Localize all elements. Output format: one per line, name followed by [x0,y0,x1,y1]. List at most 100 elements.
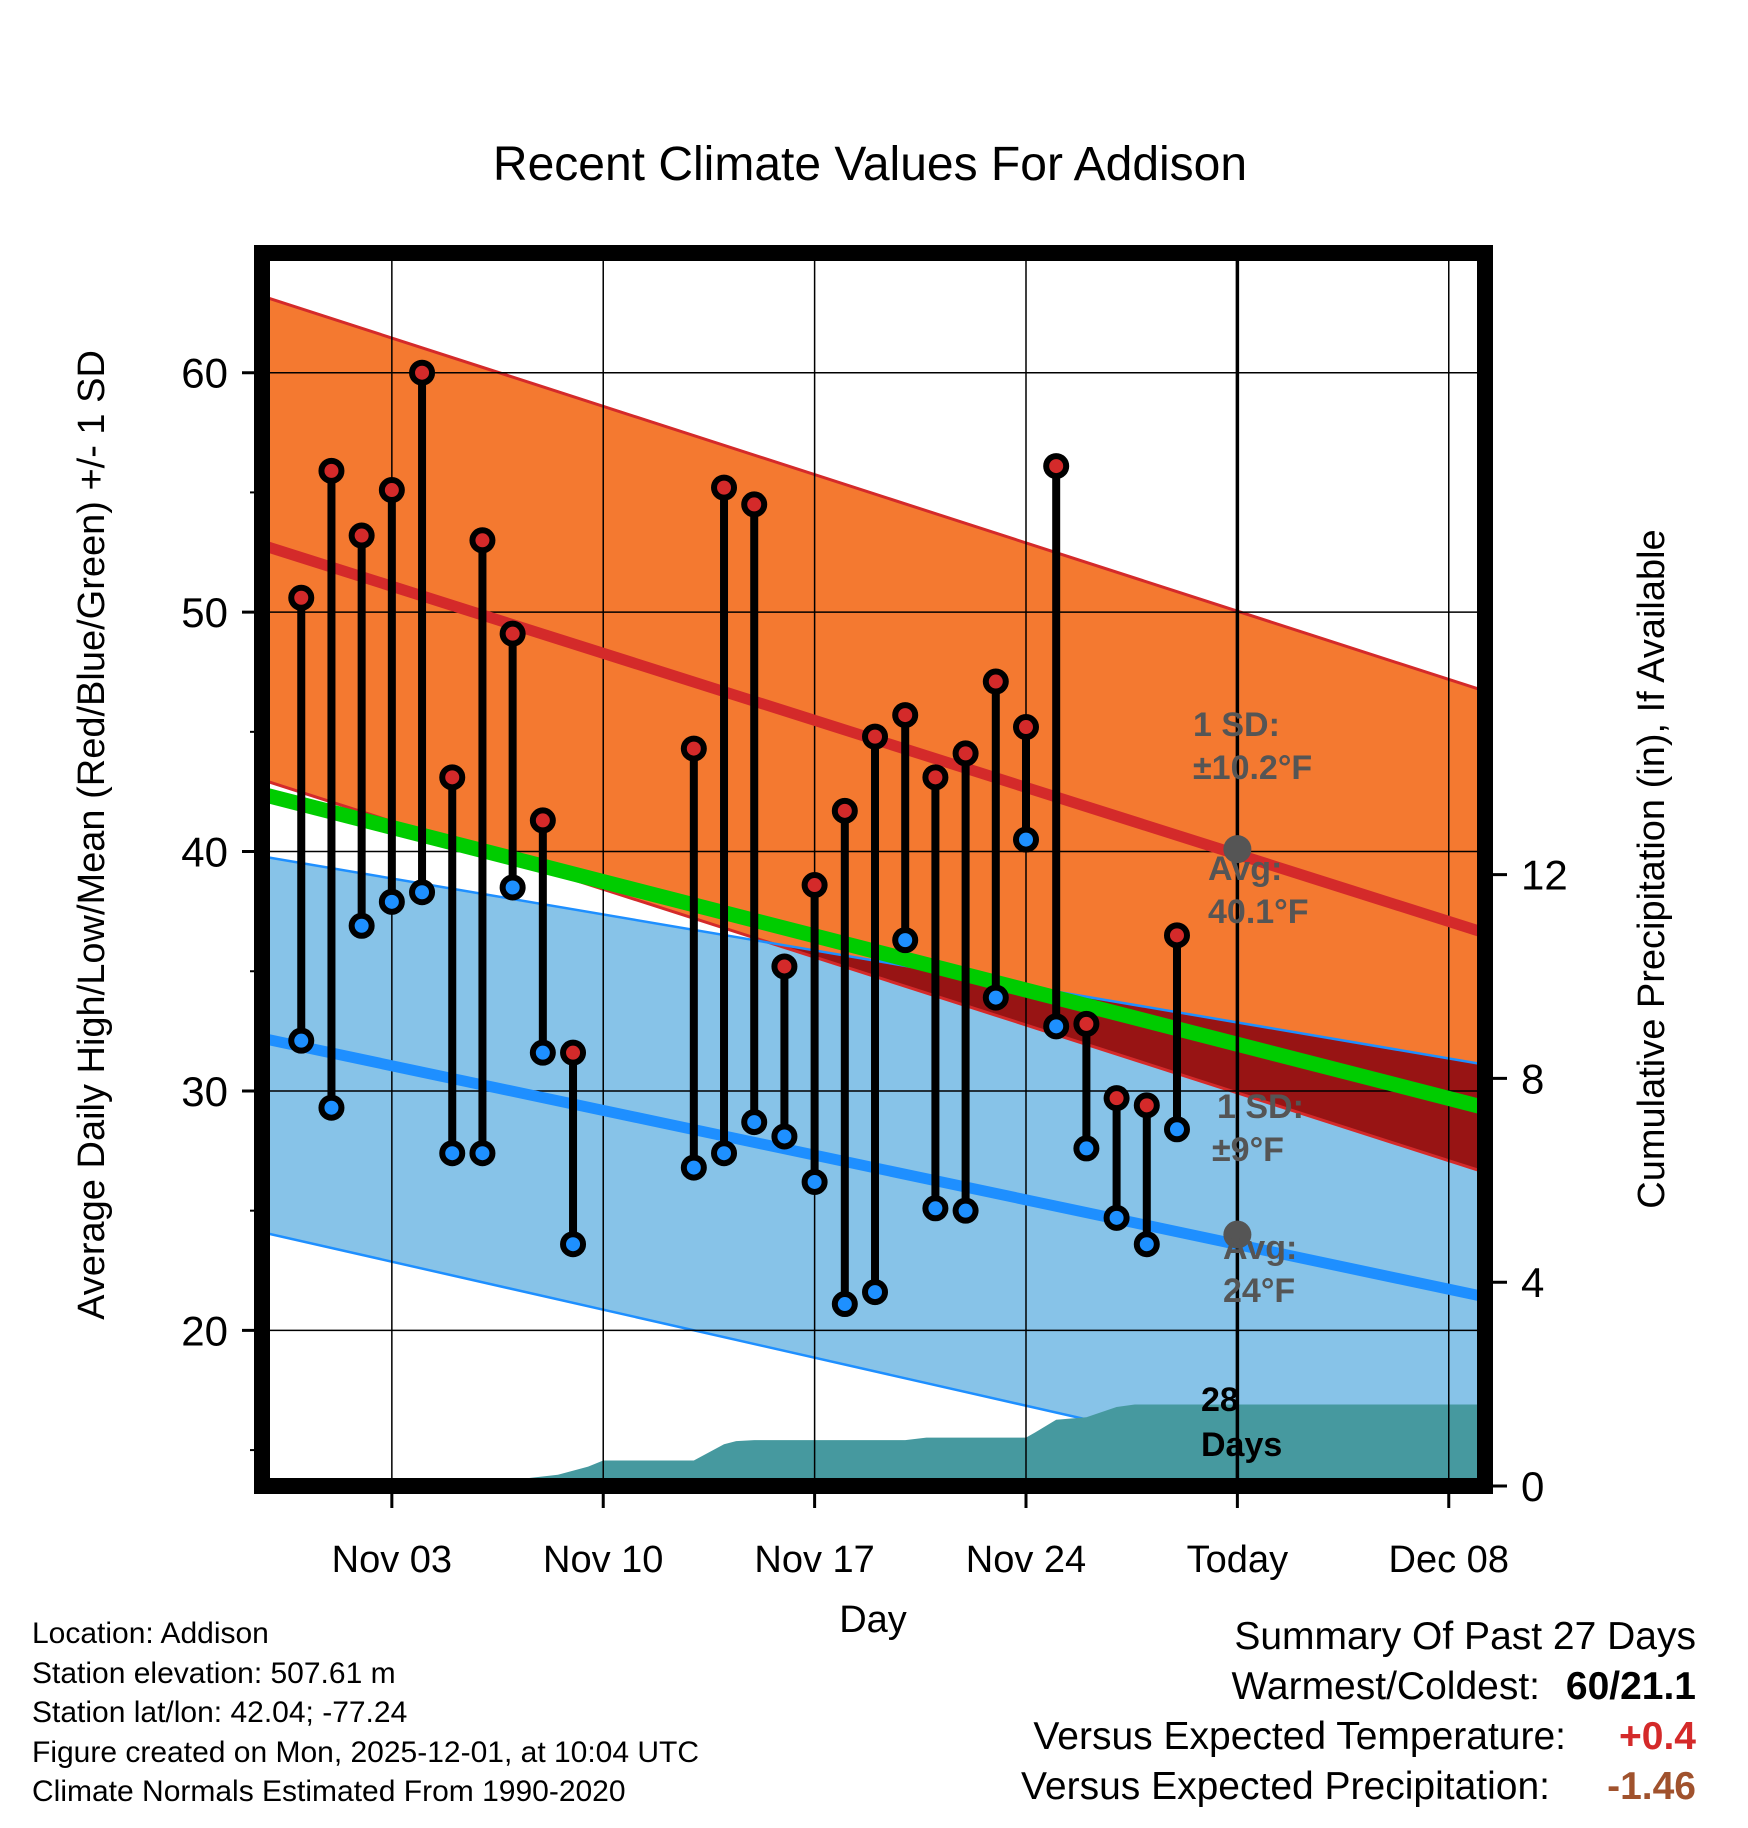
temp-value: +0.4 [1619,1715,1696,1758]
daily-high-point [409,359,436,386]
daily-low-point [892,927,919,954]
summary-panel: Summary Of Past 27 Days Warmest/Coldest:… [1021,1612,1696,1812]
daily-low-point [529,1039,556,1066]
x-tick-label: Nov 17 [754,1539,874,1581]
days-count-label: 28 [1201,1381,1239,1419]
precipitation-area [262,1404,1485,1486]
daily-high-point [741,491,768,518]
daily-low-point [409,879,436,906]
station-info: Location: Addison Station elevation: 507… [32,1614,699,1812]
chart-title: Recent Climate Values For Addison [493,138,1247,191]
y-tick-label: 50 [181,589,228,636]
low-sd-value: ±9°F [1212,1131,1284,1169]
daily-low-point [801,1168,828,1195]
daily-high-point [1133,1092,1160,1119]
daily-high-point [922,764,949,791]
daily-low-point [318,1094,345,1121]
high-avg-label: Avg: [1208,850,1282,888]
today-high-average-marker [1223,835,1252,864]
daily-high-point [499,620,526,647]
y-tick-label: 60 [181,350,228,397]
y2-tick-label: 8 [1521,1055,1544,1102]
daily-high-point [771,953,798,980]
daily-low-point [348,912,375,939]
daily-low-point [439,1140,466,1167]
daily-low-point [711,1140,738,1167]
summary-precip-row: Versus Expected Precipitation: -1.46 [1021,1762,1696,1812]
y2-axis-label: Cumulative Precipitation (in), If Availa… [1631,529,1673,1208]
daily-high-point [348,522,375,549]
daily-high-point [529,807,556,834]
x-tick-label: Nov 10 [543,1539,663,1581]
high-avg-value: 40.1°F [1208,893,1309,931]
y-tick-label: 30 [181,1068,228,1115]
elevation-text: Station elevation: 507.61 m [32,1656,396,1690]
daily-low-point [1163,1116,1190,1143]
daily-high-point [439,764,466,791]
y-axis-label: Average Daily High/Low/Mean (Red/Blue/Gr… [71,350,113,1320]
temp-label: Versus Expected Temperature: [1033,1715,1566,1758]
daily-low-point [1073,1135,1100,1162]
warmest-label: Warmest/Coldest: [1231,1665,1540,1708]
daily-high-point [1012,714,1039,741]
daily-high-point [711,474,738,501]
daily-high-point [862,723,889,750]
x-tick-label: Dec 08 [1389,1539,1509,1581]
precip-value: -1.46 [1607,1765,1696,1808]
daily-low-point [378,888,405,915]
daily-high-point [892,702,919,729]
y-tick-label: 20 [181,1307,228,1354]
daily-low-point [560,1231,587,1258]
warmest-value: 60/21.1 [1565,1665,1696,1708]
low-sd-label: 1 SD: [1217,1088,1304,1126]
y2-tick-label: 4 [1521,1259,1544,1306]
daily-high-point [982,668,1009,695]
daily-high-point [318,457,345,484]
summary-title: Summary Of Past 27 Days [1234,1615,1696,1658]
daily-low-point [499,874,526,901]
location-text: Location: Addison [32,1617,269,1650]
high-upper-edge [262,294,1485,693]
daily-high-point [288,584,315,611]
daily-high-point [952,740,979,767]
daily-low-point [741,1109,768,1136]
daily-low-point [982,984,1009,1011]
daily-low-point [1103,1204,1130,1231]
x-tick-label: Nov 03 [332,1539,452,1581]
x-tick-label: Today [1187,1539,1288,1581]
daily-high-point [1073,1010,1100,1037]
summary-warmest-row: Warmest/Coldest: 60/21.1 [1021,1662,1696,1712]
today-low-average-marker [1223,1220,1252,1249]
daily-high-point [560,1039,587,1066]
summary-temp-row: Versus Expected Temperature: +0.4 [1021,1712,1696,1762]
daily-high-point [1163,922,1190,949]
daily-high-point [801,872,828,899]
days-unit-label: Days [1201,1426,1282,1464]
x-tick-label: Nov 24 [966,1539,1086,1581]
daily-low-point [1133,1231,1160,1258]
daily-high-point [680,735,707,762]
daily-high-point [469,527,496,554]
y2-tick-label: 12 [1521,852,1568,899]
daily-high-point [378,477,405,504]
high-sd-value: ±10.2°F [1193,749,1312,787]
daily-low-point [469,1140,496,1167]
created-text: Figure created on Mon, 2025-12-01, at 10… [32,1735,700,1769]
daily-high-point [831,797,858,824]
daily-low-point [831,1291,858,1318]
plot-frame [254,245,1493,1494]
normals-text: Climate Normals Estimated From 1990-2020 [32,1775,626,1808]
latlon-text: Station lat/lon: 42.04; -77.24 [32,1696,408,1729]
daily-low-point [1012,826,1039,853]
daily-low-point [1043,1013,1070,1040]
high-sd-label: 1 SD: [1193,706,1280,744]
daily-low-point [922,1195,949,1222]
daily-high-point [1043,453,1070,480]
low-avg-label: Avg: [1223,1229,1297,1267]
y-tick-label: 40 [181,829,228,876]
precip-label: Versus Expected Precipitation: [1021,1765,1550,1808]
daily-low-point [952,1197,979,1224]
daily-low-point [680,1154,707,1181]
y2-tick-label: 0 [1521,1463,1544,1510]
